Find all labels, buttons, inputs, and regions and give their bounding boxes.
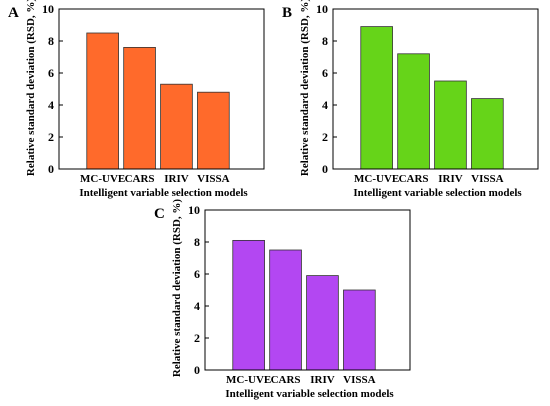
plot-frame: [332, 8, 539, 170]
bar-iriv: [160, 83, 193, 170]
y-tick-label: 0: [322, 162, 328, 176]
x-tick-label: VISSA: [197, 173, 229, 185]
panel-letter: B: [282, 5, 292, 21]
bar-mc-uve: [232, 239, 265, 371]
y-tick-label: 10: [188, 203, 200, 217]
x-tick-label: IRIV: [164, 173, 189, 185]
y-tick-label: 8: [322, 34, 328, 48]
bar-iriv: [306, 275, 339, 371]
y-tick-label: 8: [48, 34, 54, 48]
y-axis-label: Relative standard deviation (RSD, %): [25, 0, 37, 176]
y-tick-label: 4: [48, 98, 54, 112]
y-tick-label: 10: [316, 2, 328, 16]
bar-mc-uve: [86, 32, 119, 170]
y-tick-label: 10: [42, 2, 54, 16]
x-tick-label: IRIV: [438, 173, 463, 185]
y-tick-label: 4: [322, 98, 328, 112]
chart-panel-b: B 0 2 4 6 8 10 MC-UVE CARS IRIV VISSA Intelligent v…: [282, 0, 539, 199]
bar-vissa: [471, 98, 504, 170]
y-tick-label: 6: [322, 66, 328, 80]
x-tick-label: MC-UVE: [226, 374, 271, 386]
x-axis-label: Intelligent variable selection models: [225, 388, 394, 400]
y-tick-label: 2: [322, 130, 328, 144]
y-tick-label: 2: [194, 331, 200, 345]
x-tick-label: MC-UVE: [80, 173, 125, 185]
y-axis-label: Relative standard deviation (RSD, %): [171, 199, 183, 377]
bar-cars: [123, 47, 156, 170]
bar-mc-uve: [360, 26, 393, 170]
chart-panel-a: A 0 2 4 6 8 10 MC-UVE CARS IRIV VISSA Intelligent v…: [8, 0, 265, 199]
x-tick-label: CARS: [125, 173, 155, 185]
y-axis-label: Relative standard deviation (RSD, %): [299, 0, 311, 176]
x-tick-label: VISSA: [343, 374, 375, 386]
y-tick-label: 0: [48, 162, 54, 176]
panel-letter: A: [8, 5, 19, 21]
x-tick-label: MC-UVE: [354, 173, 399, 185]
y-tick-label: 2: [48, 130, 54, 144]
y-tick-label: 6: [48, 66, 54, 80]
y-tick-label: 6: [194, 267, 200, 281]
x-tick-label: CARS: [399, 173, 429, 185]
x-tick-label: VISSA: [471, 173, 503, 185]
x-axis-label: Intelligent variable selection models: [353, 187, 522, 199]
y-tick-label: 0: [194, 363, 200, 377]
plot-frame: [58, 8, 265, 170]
x-tick-label: IRIV: [310, 374, 335, 386]
y-tick-label: 8: [194, 235, 200, 249]
bar-cars: [397, 53, 430, 170]
x-axis-label: Intelligent variable selection models: [79, 187, 248, 199]
x-tick-label: CARS: [271, 374, 301, 386]
bar-vissa: [197, 91, 230, 170]
bar-cars: [269, 249, 302, 371]
y-tick-label: 4: [194, 299, 200, 313]
panel-letter: C: [154, 206, 165, 222]
bar-vissa: [343, 289, 376, 371]
chart-panel-c: C 0 2 4 6 8 10 MC-UVE CARS IRIV VISSA Intelligent v…: [154, 199, 411, 400]
bar-iriv: [434, 80, 467, 170]
plot-frame: [204, 209, 411, 371]
